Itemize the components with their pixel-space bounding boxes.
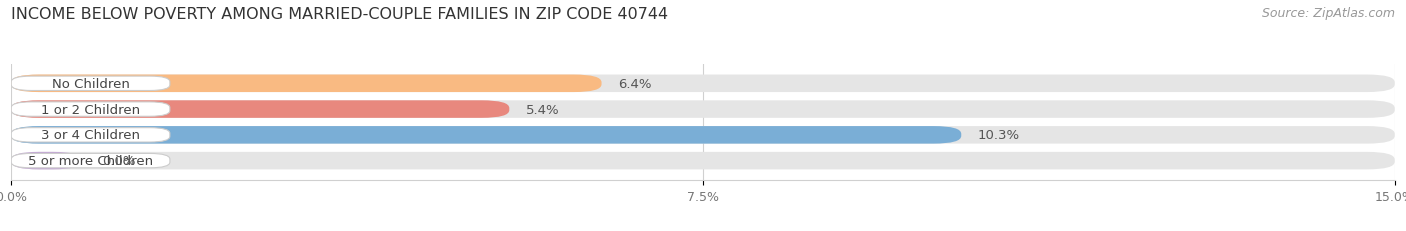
- FancyBboxPatch shape: [11, 128, 170, 143]
- Text: 10.3%: 10.3%: [977, 129, 1019, 142]
- Text: 3 or 4 Children: 3 or 4 Children: [41, 129, 141, 142]
- FancyBboxPatch shape: [11, 152, 1395, 170]
- FancyBboxPatch shape: [11, 127, 962, 144]
- Text: 0.0%: 0.0%: [101, 155, 135, 167]
- FancyBboxPatch shape: [11, 75, 602, 93]
- Text: 6.4%: 6.4%: [619, 77, 651, 90]
- FancyBboxPatch shape: [11, 101, 509, 118]
- FancyBboxPatch shape: [11, 101, 1395, 118]
- Text: No Children: No Children: [52, 77, 129, 90]
- FancyBboxPatch shape: [11, 154, 170, 168]
- Text: INCOME BELOW POVERTY AMONG MARRIED-COUPLE FAMILIES IN ZIP CODE 40744: INCOME BELOW POVERTY AMONG MARRIED-COUPL…: [11, 7, 668, 22]
- Text: Source: ZipAtlas.com: Source: ZipAtlas.com: [1261, 7, 1395, 20]
- Text: 1 or 2 Children: 1 or 2 Children: [41, 103, 141, 116]
- FancyBboxPatch shape: [11, 75, 1395, 93]
- Text: 5 or more Children: 5 or more Children: [28, 155, 153, 167]
- FancyBboxPatch shape: [11, 127, 1395, 144]
- FancyBboxPatch shape: [11, 77, 170, 91]
- FancyBboxPatch shape: [11, 152, 80, 170]
- FancyBboxPatch shape: [11, 102, 170, 117]
- Text: 5.4%: 5.4%: [526, 103, 560, 116]
